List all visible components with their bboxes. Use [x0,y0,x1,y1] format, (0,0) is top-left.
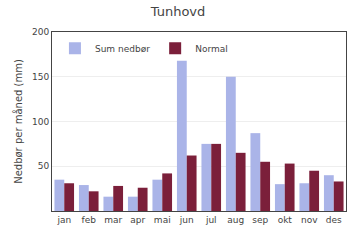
svg-text:mai: mai [154,215,171,225]
svg-text:50: 50 [38,161,50,171]
svg-text:des: des [326,215,342,225]
svg-text:100: 100 [32,117,49,127]
svg-text:jan: jan [56,215,71,225]
svg-text:feb: feb [82,215,97,225]
svg-text:nov: nov [301,215,318,225]
svg-text:Tunhovd: Tunhovd [150,4,206,19]
svg-text:okt: okt [278,215,293,225]
svg-text:jun: jun [179,215,194,225]
svg-text:sep: sep [252,215,268,225]
svg-text:aug: aug [227,215,244,225]
svg-text:200: 200 [32,27,49,37]
svg-text:150: 150 [32,72,49,82]
svg-text:jul: jul [205,215,217,225]
svg-text:Nedbør per måned (mm): Nedbør per måned (mm) [12,59,24,184]
svg-text:Normal: Normal [195,44,228,54]
svg-text:Sum nedbør: Sum nedbør [95,44,150,54]
svg-text:apr: apr [130,215,145,225]
svg-text:mar: mar [104,215,122,225]
